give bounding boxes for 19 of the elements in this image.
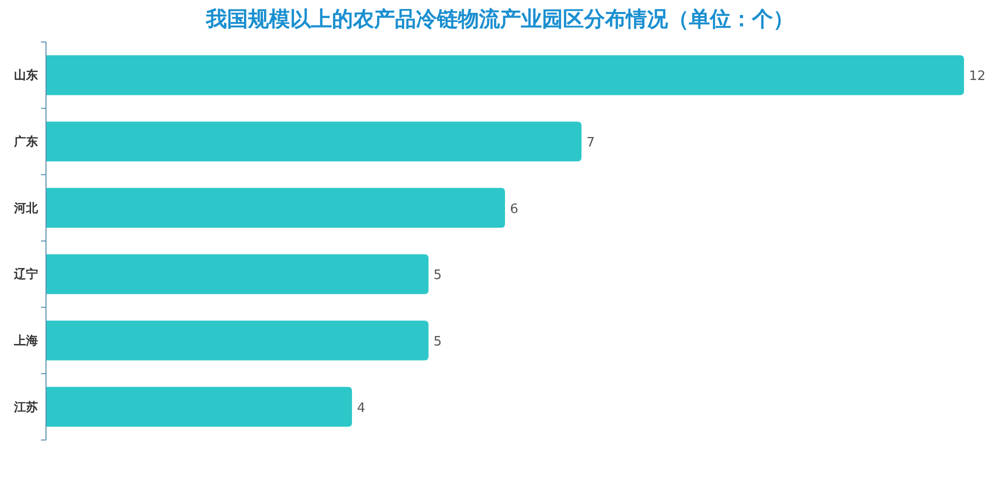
data-label: 12 [969,69,986,84]
data-label: 6 [510,202,518,217]
data-label: 7 [586,136,595,150]
bar [46,254,428,294]
y-tick-label: 广东 [13,134,38,148]
data-label: 5 [434,334,442,350]
y-tick-label: 江苏 [13,400,38,414]
bar [46,55,964,96]
bar [46,386,352,427]
data-label: 4 [357,400,366,416]
y-tick-label: 辽宁 [13,267,38,282]
y-tick-label: 山东 [14,68,38,82]
y-tick-label: 河北 [13,200,39,215]
chart-title: 我国规模以上的农产品冷链物流产业园区分布情况（单位：个） [205,7,794,31]
bar [46,122,582,162]
data-label: 5 [434,268,442,284]
y-tick-label: 上海 [13,334,38,348]
bar [46,320,428,360]
bar [46,188,505,228]
